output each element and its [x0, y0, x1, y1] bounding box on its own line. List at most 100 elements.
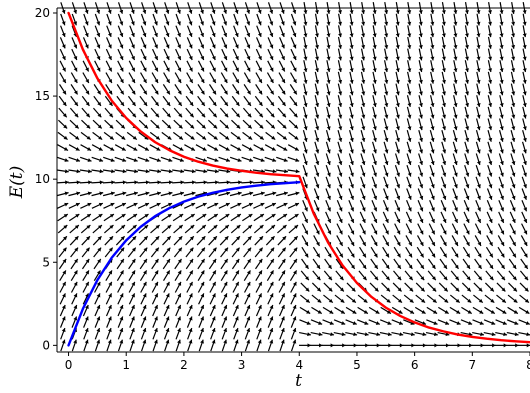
slope-arrow — [347, 258, 356, 270]
slope-arrow — [254, 247, 264, 258]
slope-arrow — [151, 270, 159, 282]
slope-arrow — [278, 48, 286, 61]
slope-arrow-head — [261, 180, 265, 185]
slope-arrow — [395, 106, 400, 119]
slope-arrow — [244, 293, 251, 305]
slope-arrow — [126, 213, 138, 222]
slope-arrow-head — [444, 298, 449, 303]
slope-arrow — [103, 131, 115, 141]
slope-arrow-head — [269, 21, 274, 26]
slope-arrow — [256, 25, 262, 38]
slope-arrow-head — [526, 343, 530, 348]
slope-arrow — [509, 235, 517, 247]
slope-arrow-head — [108, 55, 112, 60]
slope-arrow-head — [145, 191, 150, 196]
slope-arrow — [207, 213, 219, 222]
slope-arrow — [128, 72, 136, 84]
slope-arrow — [497, 223, 505, 235]
slope-arrow-head — [488, 126, 493, 131]
slope-arrow — [428, 223, 436, 235]
slope-arrow-head — [234, 328, 239, 333]
slope-arrow — [452, 118, 458, 131]
slope-arrow-head — [488, 137, 493, 142]
slope-arrow-head — [303, 137, 308, 142]
slope-arrow-head — [292, 44, 297, 49]
slope-arrow — [349, 83, 354, 96]
slope-arrow-head — [442, 230, 447, 235]
slope-arrow — [220, 95, 229, 107]
slope-arrow-head — [260, 158, 265, 162]
slope-arrow-head — [339, 241, 343, 246]
slope-arrow — [252, 191, 265, 197]
slope-arrow — [325, 176, 331, 189]
slope-arrow — [333, 343, 346, 348]
slope-arrow — [230, 213, 242, 222]
slope-arrow-head — [281, 316, 285, 321]
slope-arrow — [241, 191, 254, 197]
slope-arrow-head — [260, 147, 265, 151]
slope-arrow — [115, 235, 125, 246]
slope-arrow — [94, 25, 101, 38]
slope-arrow — [197, 247, 206, 258]
slope-arrow-head — [154, 78, 159, 84]
slope-arrow-head — [178, 124, 183, 129]
slope-arrow-head — [489, 264, 494, 269]
slope-arrow-head — [433, 332, 438, 337]
slope-arrow — [210, 13, 216, 26]
slope-arrow-head — [154, 293, 158, 298]
slope-arrow-head — [395, 44, 400, 49]
slope-arrow-head — [283, 158, 288, 162]
slope-arrow-head — [293, 101, 298, 106]
slope-arrow-head — [395, 33, 400, 38]
slope-arrow-head — [488, 33, 493, 38]
slope-arrow-head — [87, 158, 92, 162]
slope-arrow — [372, 106, 377, 119]
slope-arrow-head — [130, 339, 135, 344]
slope-arrow — [276, 131, 288, 141]
slope-arrow — [395, 48, 400, 61]
slope-arrow — [287, 156, 300, 162]
slope-arrow — [196, 119, 206, 129]
slope-arrow — [371, 176, 377, 189]
slope-arrow — [403, 319, 415, 325]
slope-arrow — [79, 180, 92, 185]
slope-arrow-head — [200, 21, 204, 26]
slope-arrow-head — [522, 10, 527, 14]
slope-arrow-head — [524, 287, 529, 292]
slope-arrow-head — [201, 124, 206, 129]
slope-arrow-head — [200, 316, 204, 321]
slope-arrow — [348, 188, 354, 200]
slope-arrow — [439, 270, 448, 281]
slope-arrow — [407, 48, 412, 61]
slope-arrow-head — [430, 21, 435, 26]
slope-arrow-head — [502, 310, 507, 314]
slope-arrow — [198, 327, 204, 340]
slope-arrow — [230, 224, 241, 234]
slope-arrow — [429, 188, 435, 200]
slope-arrow-head — [453, 184, 458, 189]
slope-arrow-head — [225, 202, 230, 207]
slope-arrow — [347, 246, 355, 258]
slope-arrow-head — [258, 101, 263, 106]
slope-arrow — [69, 224, 80, 234]
slope-arrow-head — [188, 339, 193, 344]
slope-arrow — [209, 304, 216, 317]
slope-arrow-head — [258, 293, 262, 298]
slope-arrow-head — [212, 78, 216, 84]
slope-arrow — [163, 13, 170, 26]
slope-arrow — [345, 343, 358, 348]
slope-arrow-head — [522, 91, 527, 96]
slope-arrow-head — [200, 67, 205, 72]
slope-arrow — [406, 153, 412, 166]
x-tick-label: 2 — [180, 358, 188, 372]
slope-arrow-head — [203, 169, 208, 174]
slope-arrow-head — [511, 137, 516, 142]
slope-arrow-head — [122, 169, 127, 174]
slope-arrow-head — [500, 264, 505, 269]
slope-arrow-head — [107, 21, 112, 26]
slope-arrow — [418, 95, 423, 108]
slope-arrow-head — [511, 79, 516, 84]
slope-arrow — [106, 316, 112, 328]
slope-arrow-head — [465, 44, 469, 49]
slope-arrow — [256, 316, 262, 328]
